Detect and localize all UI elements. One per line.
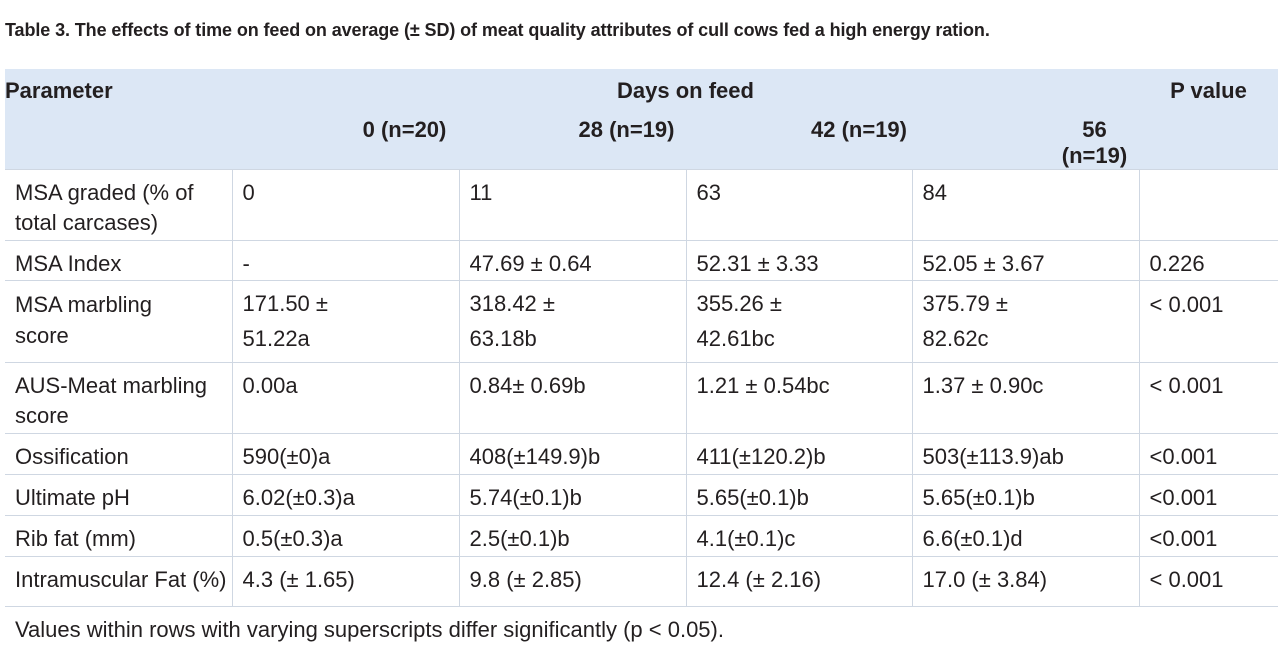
cell-day-56: 5.65(±0.1)b (911, 474, 1139, 516)
row-parameter-line1: MSA marbling (15, 292, 152, 317)
cell-day-28: 5.74(±0.1)b (458, 474, 686, 516)
cell-day-0: 590(±0)a (231, 433, 459, 475)
cell-day-56: 1.37 ± 0.90c (911, 362, 1139, 434)
cell-day-42: 411(±120.2)b (685, 433, 912, 475)
cell-day-0: 0 (231, 169, 459, 241)
table-row: AUS-Meat marbling score 0.00a 0.84± 0.69… (5, 362, 1278, 434)
header-group-42: 42 (n=19) (811, 117, 907, 142)
header-group-28: 28 (n=19) (578, 117, 675, 142)
header-group-0: 0 (n=20) (362, 117, 447, 142)
cell-day-28: 2.5(±0.1)b (458, 515, 686, 557)
cell-day-56: 375.79 ± 82.62c (911, 280, 1139, 363)
table-row: Rib fat (mm) 0.5(±0.3)a 2.5(±0.1)b 4.1(±… (5, 515, 1278, 557)
cell-line2: 51.22a (242, 326, 310, 351)
table-row: MSA graded (% of total carcases) 0 11 63… (5, 169, 1278, 241)
row-parameter: Rib fat (mm) (5, 515, 232, 557)
cell-day-0: 171.50 ± 51.22a (231, 280, 459, 363)
cell-day-28: 47.69 ± 0.64 (458, 240, 686, 281)
cell-day-0: 4.3 (± 1.65) (231, 556, 459, 607)
cell-line2: 63.18b (469, 326, 537, 351)
cell-line1: 318.42 ± (469, 291, 555, 316)
cell-p-value: <0.001 (1138, 515, 1278, 557)
cell-day-56: 6.6(±0.1)d (911, 515, 1139, 557)
meat-quality-table: Parameter Days on feed P value 0 (n=20) … (5, 69, 1278, 647)
table-row: Ultimate pH 6.02(±0.3)a 5.74(±0.1)b 5.65… (5, 474, 1278, 516)
cell-day-28: 9.8 (± 2.85) (458, 556, 686, 607)
cell-p-value: <0.001 (1138, 433, 1278, 475)
header-parameter: Parameter (5, 78, 113, 103)
row-parameter: MSA graded (% of total carcases) (5, 169, 232, 241)
header-p-value: P value (1170, 78, 1247, 103)
row-parameter: Ultimate pH (5, 474, 232, 516)
table-caption: Table 3. The effects of time on feed on … (5, 20, 990, 40)
cell-line2: 42.61bc (696, 326, 775, 351)
row-parameter: Ossification (5, 433, 232, 475)
header-row-top: Parameter Days on feed P value (5, 69, 1278, 111)
cell-day-0: 0.5(±0.3)a (231, 515, 459, 557)
cell-line1: 171.50 ± (242, 291, 328, 316)
header-group-56: 56 (n=19) (1061, 117, 1128, 168)
cell-line1: 375.79 ± (922, 291, 1008, 316)
cell-p-value: < 0.001 (1138, 362, 1278, 434)
table-footnote: Values within rows with varying superscr… (5, 606, 1278, 647)
header-days-on-feed: Days on feed (617, 78, 754, 103)
cell-line1: 355.26 ± (696, 291, 782, 316)
cell-day-42: 4.1(±0.1)c (685, 515, 912, 557)
cell-p-value: <0.001 (1138, 474, 1278, 516)
cell-day-28: 408(±149.9)b (458, 433, 686, 475)
header-row-groups: 0 (n=20) 28 (n=19) 42 (n=19) 56 (n=19) (5, 111, 1278, 170)
row-parameter: MSA Index (5, 240, 232, 281)
footnote-row: Values within rows with varying superscr… (5, 606, 1278, 647)
table-row: MSA marbling score 171.50 ± 51.22a 318.4… (5, 280, 1278, 363)
row-parameter: AUS-Meat marbling score (5, 362, 232, 434)
cell-day-56: 84 (911, 169, 1139, 241)
table-row: Intramuscular Fat (%) 4.3 (± 1.65) 9.8 (… (5, 556, 1278, 607)
row-parameter: Intramuscular Fat (%) (5, 556, 232, 607)
cell-day-42: 355.26 ± 42.61bc (685, 280, 912, 363)
cell-day-28: 11 (458, 169, 686, 241)
cell-day-42: 12.4 (± 2.16) (685, 556, 912, 607)
cell-day-0: - (231, 240, 459, 281)
cell-p-value: 0.226 (1138, 240, 1278, 281)
table-row: Ossification 590(±0)a 408(±149.9)b 411(±… (5, 433, 1278, 475)
cell-day-28: 318.42 ± 63.18b (458, 280, 686, 363)
row-parameter-line2: score (15, 323, 69, 348)
cell-day-0: 0.00a (231, 362, 459, 434)
cell-day-56: 52.05 ± 3.67 (911, 240, 1139, 281)
cell-p-value: < 0.001 (1138, 556, 1278, 607)
cell-day-56: 503(±113.9)ab (911, 433, 1139, 475)
cell-day-42: 52.31 ± 3.33 (685, 240, 912, 281)
cell-day-42: 63 (685, 169, 912, 241)
cell-day-42: 1.21 ± 0.54bc (685, 362, 912, 434)
cell-day-28: 0.84± 0.69b (458, 362, 686, 434)
cell-day-42: 5.65(±0.1)b (685, 474, 912, 516)
table-row: MSA Index - 47.69 ± 0.64 52.31 ± 3.33 52… (5, 240, 1278, 281)
cell-day-0: 6.02(±0.3)a (231, 474, 459, 516)
row-parameter: MSA marbling score (5, 280, 232, 363)
cell-p-value: < 0.001 (1138, 280, 1278, 363)
cell-day-56: 17.0 (± 3.84) (911, 556, 1139, 607)
cell-line2: 82.62c (922, 326, 989, 351)
cell-p-value (1138, 169, 1278, 241)
